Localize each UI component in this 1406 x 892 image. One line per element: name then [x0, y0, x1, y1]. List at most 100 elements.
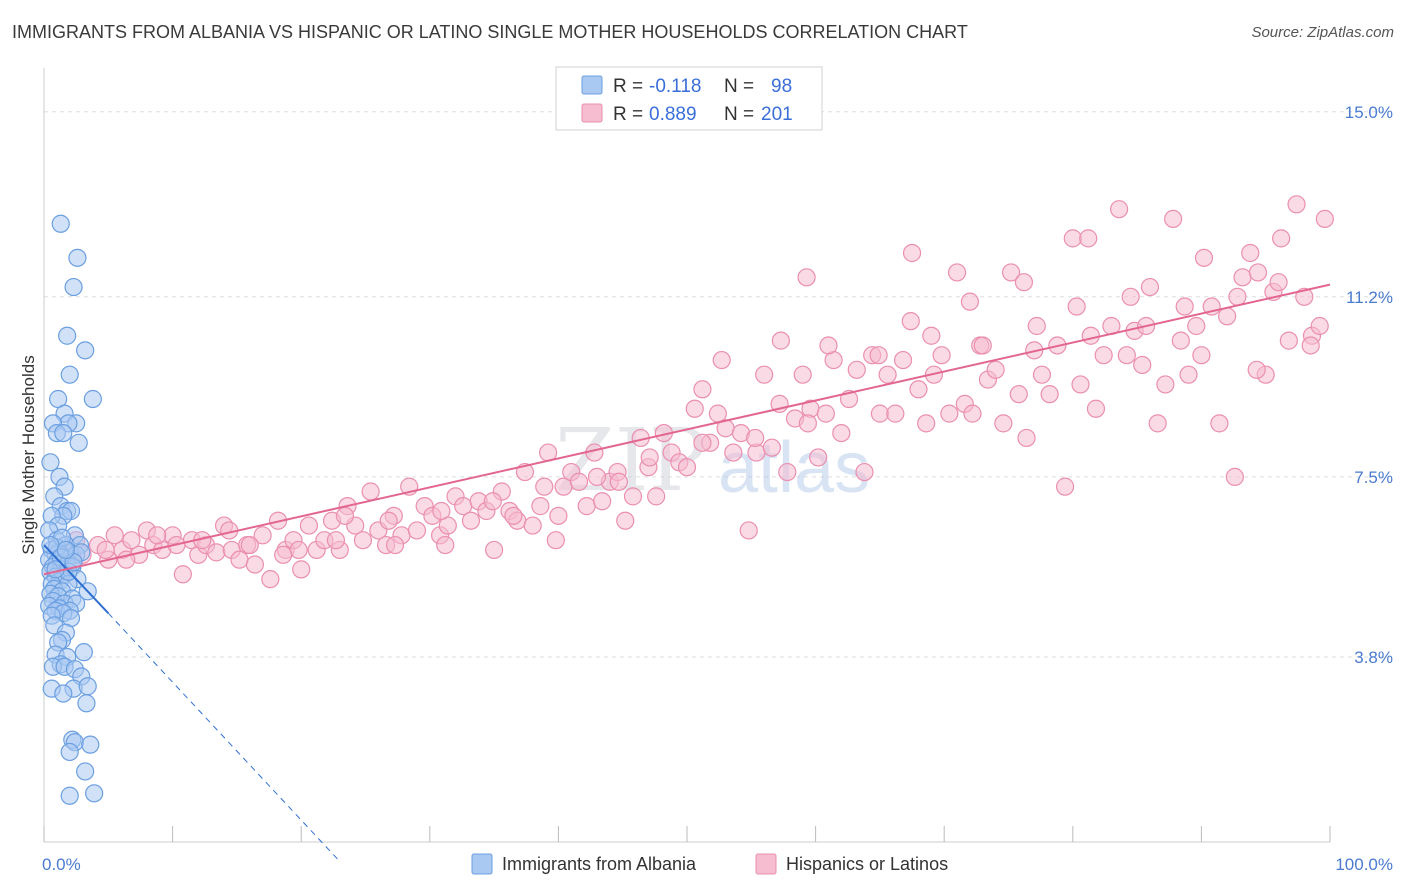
hispanic-point [640, 448, 659, 467]
hispanic-point [832, 423, 851, 443]
hispanic-point [1067, 297, 1086, 316]
hispanic-point [870, 404, 890, 423]
hispanic-point [724, 443, 743, 462]
hispanic-point [587, 467, 607, 487]
hispanic-point [523, 516, 542, 535]
hispanic-point [1171, 331, 1190, 350]
hispanic-point [207, 543, 226, 562]
hispanic-point [1063, 229, 1082, 248]
hispanic-point [335, 506, 355, 525]
hispanic-point [816, 404, 835, 423]
hispanic-point [546, 531, 565, 550]
hispanic-point [739, 521, 758, 540]
hispanic-point [1055, 477, 1075, 496]
hispanic-point [917, 414, 936, 433]
albania-point [60, 742, 79, 762]
hispanic-point [797, 268, 816, 287]
x-tick-label: 0.0% [42, 855, 81, 874]
hispanic-point [712, 350, 731, 370]
albania-point [54, 684, 73, 703]
hispanic-point [299, 516, 319, 535]
hispanic-point [909, 380, 928, 399]
albania-point [60, 786, 79, 805]
albania-point [69, 433, 88, 452]
hispanic-point [432, 501, 451, 521]
albania-point [54, 423, 73, 443]
hispanic-point [1187, 316, 1206, 336]
hispanic-point [1241, 243, 1260, 263]
albania-point [77, 694, 96, 713]
legend-n-value-hispanics: 201 [761, 104, 793, 125]
hispanic-point [973, 336, 992, 355]
hispanic-point [693, 433, 712, 452]
hispanic-point [1248, 263, 1268, 282]
hispanic-point [819, 336, 838, 355]
hispanic-point [963, 404, 982, 423]
albania-point [51, 214, 70, 233]
albania-point [58, 326, 77, 345]
y-tick-label: 15.0% [1345, 103, 1393, 122]
hispanic-point [1117, 346, 1136, 365]
albania-point [41, 453, 60, 472]
legend-r-value-albania: -0.118 [649, 76, 701, 97]
hispanic-point [623, 487, 643, 506]
hispanic-point [1071, 375, 1090, 394]
hispanic-point [461, 511, 481, 530]
hispanic-point [947, 263, 967, 282]
hispanic-point [1175, 297, 1194, 316]
hispanic-point [809, 448, 828, 467]
y-tick-label: 3.8% [1354, 648, 1393, 667]
hispanic-point [609, 472, 628, 491]
bottom-legend-swatch-albania [471, 853, 493, 875]
hispanic-point [326, 531, 346, 550]
hispanic-point [685, 399, 704, 418]
albania-point [78, 677, 97, 696]
hispanic-point [1194, 248, 1214, 267]
albania-point [68, 248, 87, 267]
hispanic-point [173, 565, 192, 584]
legend-n-value-albania: 98 [771, 76, 792, 97]
hispanic-point [122, 531, 141, 550]
hispanic-point [1040, 385, 1059, 404]
hispanic-point [1225, 467, 1244, 487]
hispanic-point [1301, 336, 1320, 355]
hispanic-point [1009, 385, 1028, 404]
hispanic-point [1081, 326, 1100, 345]
hispanic-trend-line [43, 283, 1331, 576]
legend-n-label: N = [724, 76, 754, 97]
bottom-legend-label-hispanics: Hispanics or Latinos [786, 854, 948, 874]
hispanic-point [922, 326, 941, 345]
albania-point [85, 784, 104, 803]
series-hispanics-points [50, 195, 1334, 589]
hispanic-point [1109, 200, 1129, 219]
chart-source: Source: ZipAtlas.com [1251, 24, 1394, 41]
hispanic-point [693, 380, 712, 399]
hispanic-point [240, 535, 259, 555]
y-axis-label: Single Mother Households [19, 355, 38, 554]
hispanic-point [261, 570, 280, 589]
hispanic-point [986, 360, 1005, 379]
hispanic-point [1192, 346, 1211, 365]
stats-legend: R = -0.118 N = 98 R = 0.889 N = 201 [555, 66, 823, 131]
legend-r-label: R = [613, 104, 643, 125]
hispanic-point [379, 511, 398, 530]
hispanic-point [1133, 355, 1152, 375]
hispanic-point [855, 462, 874, 482]
albania-point [60, 365, 79, 384]
hispanic-point [504, 506, 523, 525]
grid-lines [44, 111, 1390, 658]
hispanic-point [901, 312, 920, 331]
hispanic-point [1156, 375, 1175, 394]
legend-swatch-hispanics [581, 103, 603, 123]
hispanic-point [1279, 331, 1298, 350]
hispanic-point [483, 492, 502, 511]
hispanic-point [798, 414, 817, 433]
albania-trend-extension [107, 612, 341, 862]
bottom-legend-label-albania: Immigrants from Albania [502, 854, 697, 874]
albania-trend-line [43, 544, 110, 614]
hispanic-point [869, 346, 888, 365]
x-axis-tick-labels: 0.0% 100.0% [42, 855, 1393, 874]
hispanic-point [353, 531, 373, 550]
hispanic-point [755, 365, 774, 384]
